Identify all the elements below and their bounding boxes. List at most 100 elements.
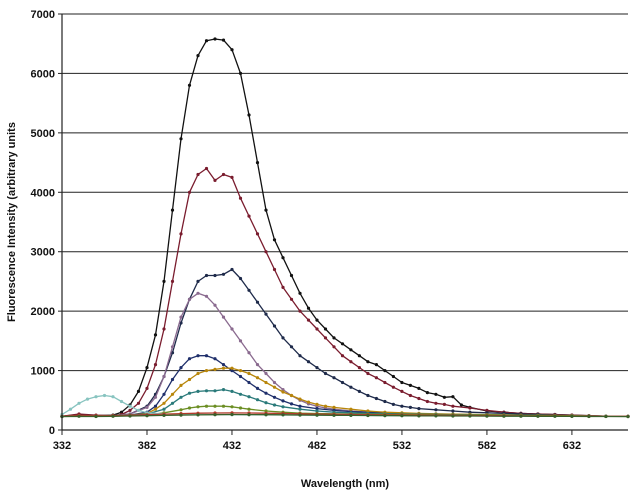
data-point — [264, 401, 268, 405]
data-point — [298, 309, 302, 313]
data-point — [230, 389, 234, 393]
data-point — [213, 178, 217, 182]
data-point — [366, 371, 370, 376]
data-point — [349, 360, 353, 364]
data-point — [230, 405, 234, 409]
data-point — [306, 306, 311, 310]
data-point — [340, 342, 345, 346]
data-point — [264, 413, 268, 417]
data-point — [255, 363, 260, 367]
data-point — [213, 404, 217, 408]
data-point — [434, 392, 438, 396]
data-point — [136, 408, 141, 412]
data-point — [264, 208, 268, 212]
data-point — [306, 400, 311, 404]
data-point — [119, 399, 124, 404]
data-point — [281, 336, 285, 340]
y-tick-label: 7000 — [31, 9, 55, 21]
data-point — [315, 413, 319, 417]
data-point — [289, 345, 294, 349]
data-point — [187, 357, 192, 361]
data-point — [204, 404, 209, 408]
data-point — [434, 401, 438, 405]
data-point — [102, 393, 107, 398]
data-point — [485, 408, 489, 412]
data-point — [323, 336, 328, 340]
data-point — [204, 166, 209, 171]
data-point — [238, 196, 243, 200]
data-point — [128, 408, 132, 412]
data-point — [442, 395, 446, 399]
data-point — [247, 113, 251, 117]
data-point — [400, 414, 404, 418]
data-point — [255, 232, 260, 236]
data-point — [162, 401, 166, 405]
data-point — [196, 371, 200, 376]
data-point — [357, 366, 361, 370]
data-point — [238, 374, 243, 379]
data-point — [502, 414, 506, 418]
data-point — [298, 397, 302, 401]
data-point — [519, 414, 523, 418]
series-line — [61, 167, 628, 417]
data-point — [357, 354, 361, 358]
data-point — [145, 414, 149, 418]
data-point — [128, 404, 132, 408]
data-point — [391, 374, 395, 379]
data-point — [187, 377, 192, 382]
data-point — [315, 409, 319, 413]
x-axis-title: Wavelength (nm) — [301, 478, 390, 490]
data-point — [349, 385, 353, 389]
data-point — [247, 413, 251, 417]
data-point — [264, 380, 268, 385]
data-point — [238, 276, 243, 281]
data-point — [289, 273, 294, 278]
data-point — [264, 391, 268, 395]
data-point — [179, 232, 183, 236]
x-tick-label: 582 — [478, 440, 496, 452]
data-point — [264, 312, 268, 316]
x-tick-label: 382 — [138, 440, 156, 452]
data-point — [315, 402, 319, 406]
data-point — [153, 363, 158, 367]
data-point — [570, 414, 574, 418]
data-point — [272, 403, 277, 407]
y-ticks: 0 1000 2000 3000 4000 5000 6000 7000 — [31, 9, 62, 437]
data-point — [170, 279, 175, 283]
data-point — [187, 406, 192, 410]
data-point — [204, 273, 209, 278]
data-point — [306, 318, 311, 322]
data-point — [272, 238, 277, 242]
data-point — [94, 414, 98, 419]
data-point — [170, 401, 175, 405]
data-point — [119, 410, 124, 414]
data-point — [221, 366, 226, 370]
data-point — [221, 315, 226, 319]
data-point — [247, 407, 251, 411]
data-point — [196, 172, 200, 177]
data-point — [187, 297, 192, 301]
data-point — [323, 404, 328, 408]
data-point — [264, 371, 268, 376]
data-point — [238, 71, 243, 75]
data-point — [221, 388, 226, 392]
data-point — [247, 351, 251, 355]
data-point — [553, 414, 557, 418]
data-point — [349, 413, 353, 417]
gridlines — [62, 13, 628, 372]
data-point — [230, 267, 234, 272]
data-point — [221, 363, 226, 367]
data-point — [255, 300, 260, 304]
data-point — [340, 354, 345, 358]
data-point — [238, 392, 243, 396]
series-2 — [60, 166, 630, 418]
data-point — [230, 48, 234, 52]
data-point — [162, 407, 166, 411]
data-point — [281, 399, 285, 403]
data-point — [136, 401, 141, 405]
data-point — [434, 414, 438, 418]
data-point — [162, 279, 166, 283]
data-point — [417, 396, 421, 401]
data-point — [221, 172, 226, 177]
